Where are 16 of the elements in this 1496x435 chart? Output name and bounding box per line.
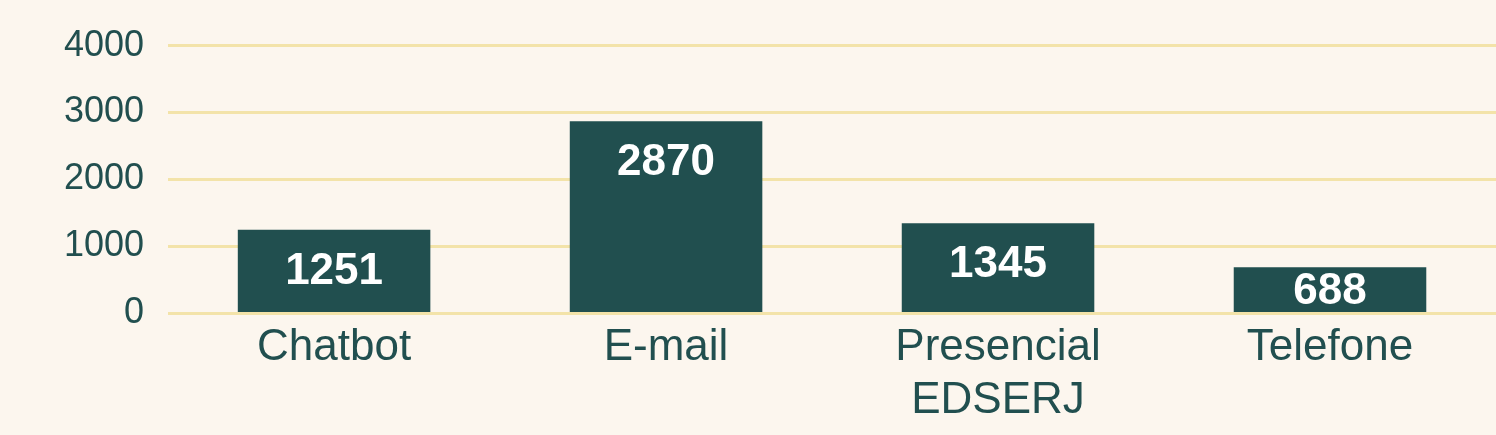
bar — [569, 121, 763, 312]
y-tick-label: 1000 — [63, 223, 145, 265]
data-label: 1251 — [285, 243, 384, 293]
x-tick-label: Telefone — [1246, 319, 1414, 369]
y-tick-label: 0 — [124, 290, 145, 332]
x-tick-label: E-mail — [603, 319, 729, 369]
x-tick-label: Presencial EDSERJ — [895, 319, 1101, 422]
y-tick-label: 4000 — [63, 22, 145, 64]
data-label: 1345 — [949, 237, 1047, 287]
data-label: 688 — [1293, 263, 1367, 313]
y-tick-label: 3000 — [63, 89, 145, 131]
bar — [237, 229, 431, 312]
x-tick-label: Chatbot — [257, 319, 412, 369]
data-label: 2870 — [617, 135, 715, 185]
y-tick-label: 2000 — [63, 156, 145, 198]
bar — [901, 223, 1095, 312]
